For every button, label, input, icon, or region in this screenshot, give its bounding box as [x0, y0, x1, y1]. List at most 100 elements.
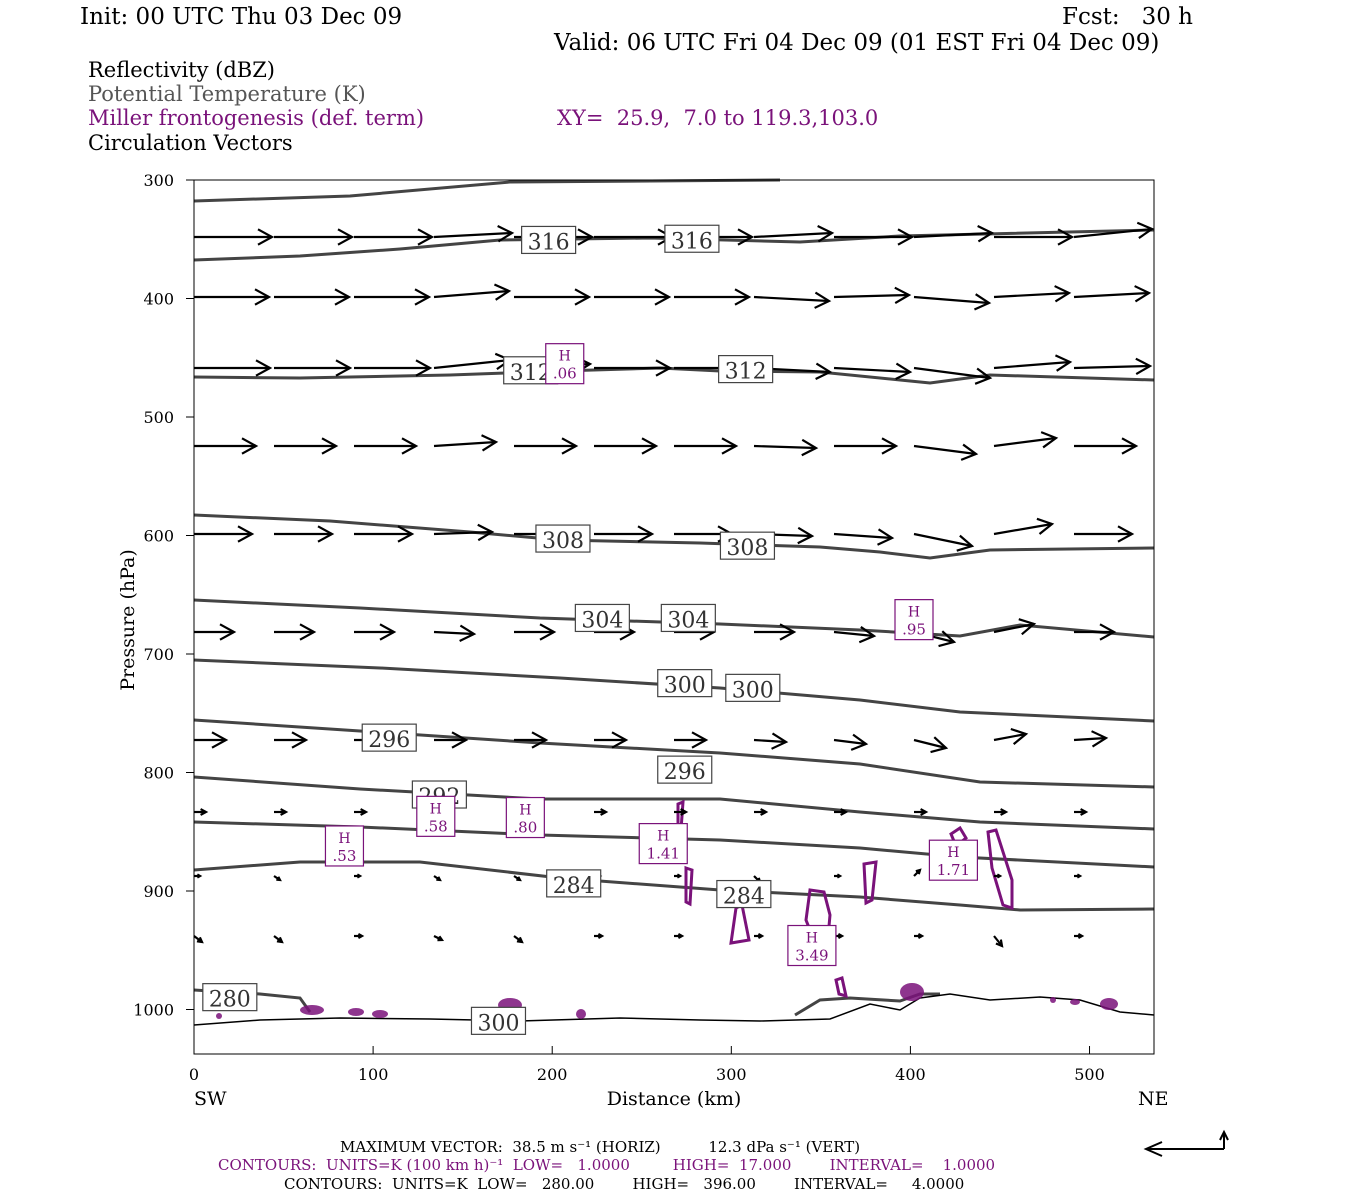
theta-label-box: [546, 869, 602, 898]
circulation-vector: [274, 228, 355, 246]
circulation-vector: [833, 286, 912, 305]
y-tick-label: 600: [143, 527, 174, 546]
circulation-vector: [273, 875, 282, 882]
circulation-vector: [834, 808, 849, 816]
circulation-vector: [594, 933, 605, 939]
circulation-vector: [514, 623, 557, 641]
theta-label-box: [660, 603, 716, 633]
circulation-vector: [834, 228, 915, 246]
theta-label-box: [716, 879, 772, 909]
frontogenesis-max-box: [545, 343, 585, 385]
frontogenesis-max-value: .80: [513, 819, 537, 837]
high-marker: H: [559, 349, 571, 365]
theta-contour: [193, 658, 1155, 723]
theta-label-box: [361, 723, 417, 752]
circulation-vector: [274, 437, 339, 455]
circulation-vector: [674, 437, 739, 455]
circulation-vector: [433, 283, 512, 301]
circulation-vector: [1073, 221, 1155, 239]
legend-reflectivity: Reflectivity (dBZ): [88, 58, 276, 82]
max-vector-note: MAXIMUM VECTOR: 38.5 m s⁻¹ (HORIZ) 12.3 …: [340, 1138, 861, 1156]
frontogenesis-max-box: [416, 795, 456, 837]
circulation-vector: [674, 731, 709, 749]
circulation-vector: [674, 933, 685, 939]
theta-label: 312: [725, 360, 767, 385]
circulation-vector: [914, 933, 925, 939]
circulation-vector: [433, 434, 499, 452]
circulation-vector: [194, 288, 272, 306]
frontogenesis-max-box: [324, 825, 365, 867]
circulation-vector: [594, 731, 629, 749]
theta-label-box: [202, 983, 258, 1012]
circulation-vector: [594, 288, 672, 306]
circulation-vector: [674, 808, 689, 816]
circulation-vector: [1074, 437, 1139, 455]
theta-label: 316: [528, 230, 570, 255]
theta-label-box: [664, 224, 720, 253]
reflectivity-blob: [900, 983, 924, 1001]
theta-label: 312: [510, 361, 552, 386]
circulation-vector: [1073, 730, 1109, 748]
high-marker: H: [947, 845, 959, 861]
circulation-vector: [993, 354, 1073, 372]
circulation-vector: [194, 731, 229, 749]
theta-label: 284: [553, 874, 595, 899]
circulation-vector: [594, 359, 673, 377]
circulation-vector: [194, 873, 203, 879]
circulation-vector: [513, 935, 524, 944]
circulation-vector: [194, 808, 209, 816]
frontogenesis-contour: [862, 860, 878, 906]
circulation-vector: [274, 288, 352, 306]
frontogenesis-max-box: [928, 839, 979, 881]
circulation-vector: [993, 431, 1059, 449]
reflectivity-blob: [1050, 997, 1056, 1003]
y-tick-label: 700: [143, 645, 174, 664]
circulation-vector: [913, 532, 975, 552]
circulation-vector: [354, 933, 365, 939]
frontogenesis-max-value: 3.49: [795, 947, 828, 965]
theta-label: 304: [667, 608, 709, 633]
circulation-vector: [1074, 873, 1083, 879]
circulation-vector: [914, 808, 929, 816]
legend-circulation: Circulation Vectors: [88, 131, 293, 155]
circulation-vector: [354, 228, 435, 246]
circulation-vector: [993, 517, 1055, 536]
circulation-vector: [354, 288, 432, 306]
circulation-vector: [754, 808, 769, 816]
circulation-vector: [193, 935, 204, 944]
sw-end-label: SW: [194, 1088, 227, 1110]
circulation-vector: [433, 225, 515, 243]
frontogenesis-max-value: .53: [333, 847, 357, 865]
theta-label: 308: [726, 536, 768, 561]
valid-time: Valid: 06 UTC Fri 04 Dec 09 (01 EST Fri …: [554, 30, 1160, 56]
circulation-vector: [354, 873, 363, 879]
theta-label-box: [470, 1006, 527, 1035]
circulation-vector: [194, 437, 259, 455]
x-tick-label: 0: [189, 1065, 199, 1084]
circulation-vector: [433, 624, 477, 642]
y-axis-label: Pressure (hPa): [117, 549, 139, 691]
frontogenesis-contour: [684, 865, 694, 907]
circulation-vector: [834, 873, 843, 879]
reflectivity-blob: [372, 1010, 388, 1018]
circulation-vector: [753, 225, 835, 243]
x-tick-label: 300: [716, 1065, 747, 1084]
circulation-vector: [194, 359, 273, 377]
ne-end-label: NE: [1138, 1088, 1169, 1110]
theta-contour: [193, 775, 1155, 831]
circulation-vector: [754, 933, 765, 939]
circulation-vector: [994, 228, 1075, 246]
circulation-vector: [194, 623, 237, 641]
circulation-vector: [834, 437, 899, 455]
theta-label: 296: [664, 760, 706, 785]
circulation-vector: [913, 293, 992, 311]
theta-label: 284: [723, 885, 765, 910]
circulation-vector: [913, 225, 995, 243]
y-tick-label: 900: [143, 882, 174, 901]
theta-label: 300: [732, 678, 774, 703]
reflectivity-blob: [1100, 998, 1118, 1010]
frontogenesis-max-value: 1.41: [647, 845, 680, 863]
circulation-vector: [594, 437, 659, 455]
theta-label: 300: [664, 674, 706, 699]
